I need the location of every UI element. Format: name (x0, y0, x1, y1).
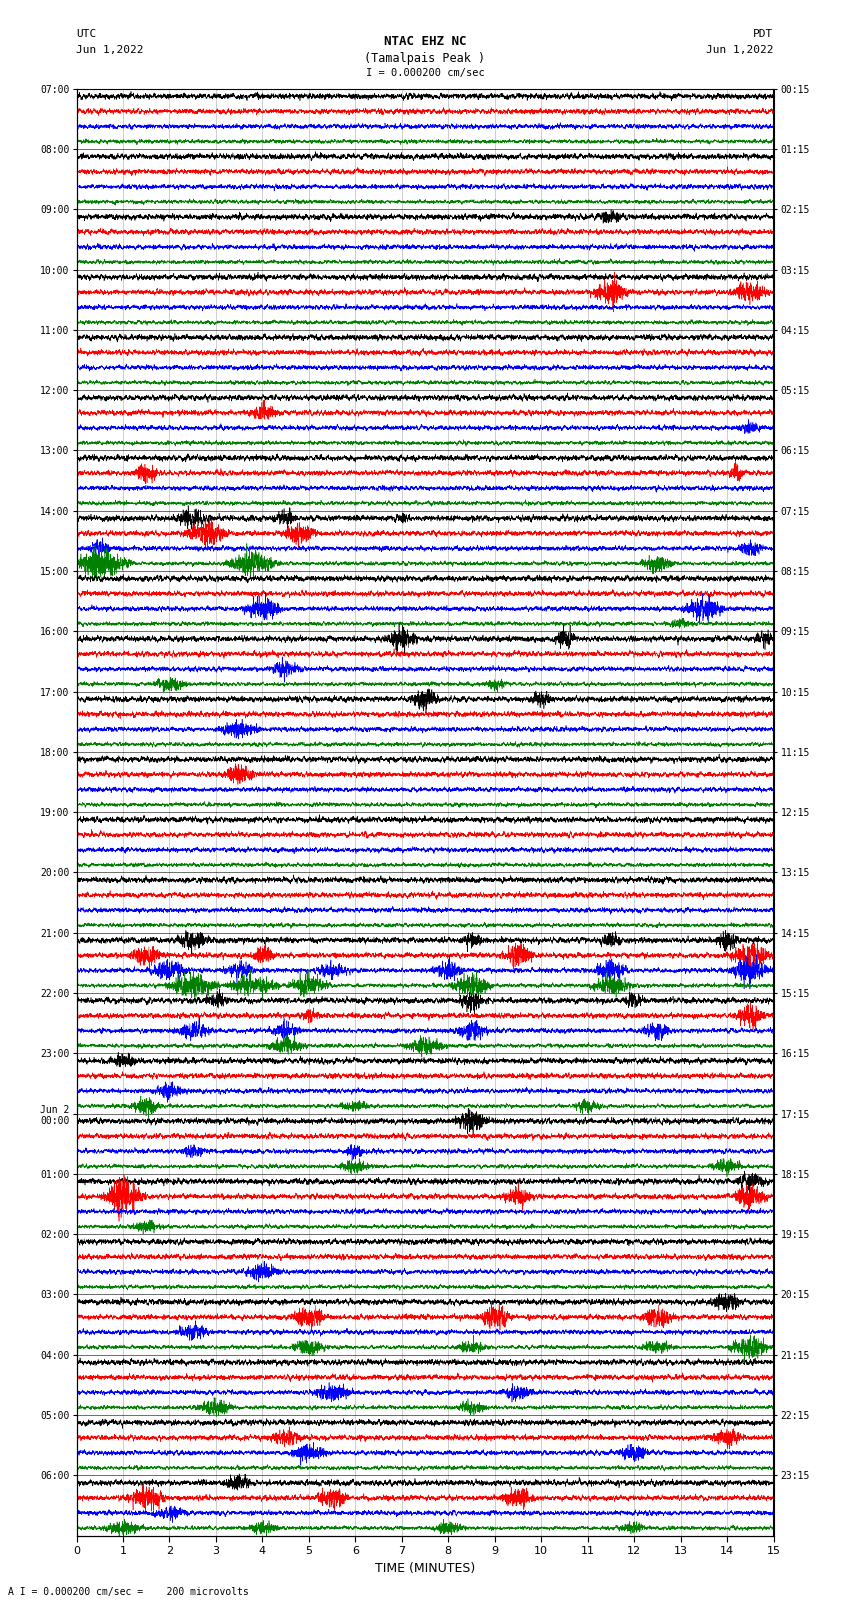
Text: (Tamalpais Peak ): (Tamalpais Peak ) (365, 52, 485, 65)
X-axis label: TIME (MINUTES): TIME (MINUTES) (375, 1561, 475, 1574)
Text: I = 0.000200 cm/sec: I = 0.000200 cm/sec (366, 68, 484, 77)
Text: PDT: PDT (753, 29, 774, 39)
Text: A I = 0.000200 cm/sec =    200 microvolts: A I = 0.000200 cm/sec = 200 microvolts (8, 1587, 249, 1597)
Text: Jun 1,2022: Jun 1,2022 (706, 45, 774, 55)
Text: UTC: UTC (76, 29, 97, 39)
Text: NTAC EHZ NC: NTAC EHZ NC (383, 35, 467, 48)
Text: Jun 1,2022: Jun 1,2022 (76, 45, 144, 55)
